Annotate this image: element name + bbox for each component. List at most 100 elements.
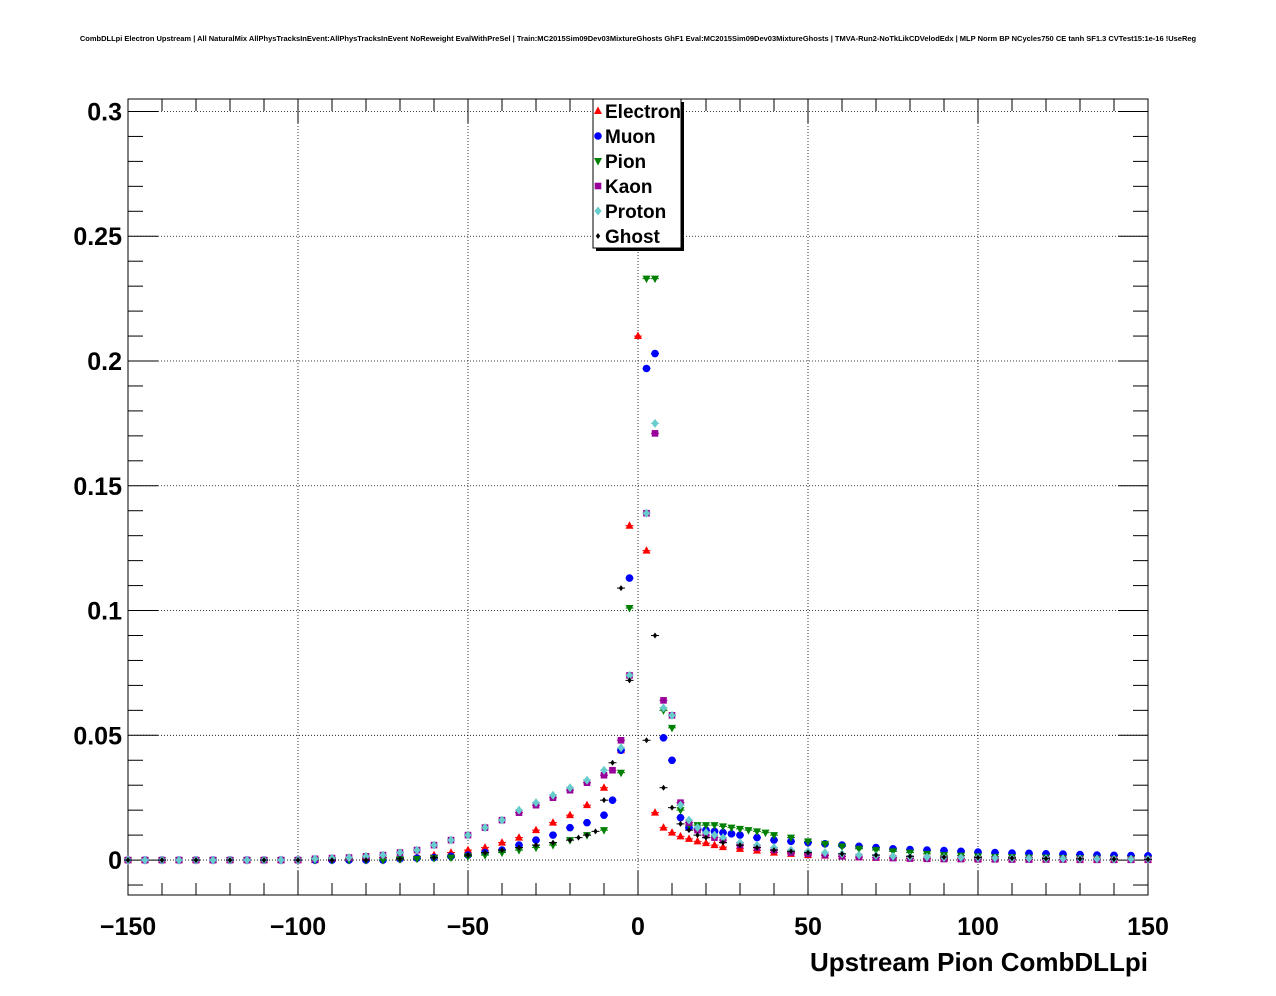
data-point (625, 574, 634, 582)
data-point (516, 844, 522, 851)
data-point (839, 850, 845, 857)
series-ghost (124, 585, 1152, 864)
data-point (295, 857, 301, 864)
data-point (659, 823, 668, 831)
data-point (243, 855, 251, 865)
data-point (1127, 854, 1135, 864)
legend-label-muon: Muon (605, 127, 656, 148)
data-point (626, 670, 633, 680)
data-point (702, 822, 710, 830)
data-point (481, 852, 489, 860)
data-point (761, 829, 770, 838)
data-point (125, 857, 131, 864)
data-point (584, 832, 590, 839)
data-point (644, 737, 649, 744)
data-point (753, 833, 761, 842)
data-point (651, 808, 659, 816)
data-point (685, 834, 693, 842)
data-point (727, 824, 736, 833)
data-point (209, 855, 217, 865)
data-series (124, 275, 1152, 865)
data-point (617, 769, 625, 778)
legend-label-pion: Pion (605, 152, 646, 173)
legend: Electron Muon Pion Kaon Proton Ghost (592, 98, 684, 251)
data-point (661, 784, 666, 791)
data-point (379, 850, 387, 860)
data-point (737, 842, 743, 849)
data-point (345, 853, 353, 863)
data-point (668, 724, 676, 733)
x-tick-label: 150 (1127, 913, 1169, 941)
legend-marker-pion (594, 158, 602, 166)
data-point (481, 823, 489, 833)
data-point (634, 331, 642, 340)
data-point (1009, 855, 1015, 862)
data-point (397, 855, 403, 862)
data-point (651, 275, 659, 284)
data-point (566, 823, 574, 832)
data-point (1145, 856, 1151, 863)
data-point (788, 848, 794, 855)
data-point (642, 546, 651, 554)
data-point (805, 849, 811, 856)
data-point (804, 838, 812, 846)
data-point (549, 790, 557, 800)
data-point (227, 857, 233, 864)
data-point (651, 349, 659, 358)
data-point (600, 811, 608, 819)
data-point (311, 854, 319, 864)
data-point (1111, 856, 1117, 863)
data-point (651, 430, 659, 437)
data-point (550, 839, 556, 846)
data-point (873, 852, 879, 859)
data-point (515, 847, 523, 855)
x-tick-label: 50 (794, 913, 822, 941)
data-point (363, 857, 369, 864)
data-point (975, 854, 981, 861)
legend-label-proton: Proton (605, 202, 666, 223)
data-point (447, 835, 455, 845)
data-point (686, 827, 692, 834)
x-tick-label: −50 (447, 913, 489, 941)
data-point (618, 585, 624, 592)
data-point (711, 830, 718, 840)
data-point (549, 818, 557, 826)
y-tick-label: 0.2 (87, 348, 122, 376)
legend-marker-kaon (594, 182, 602, 190)
data-point (719, 828, 727, 837)
data-point (362, 851, 370, 861)
y-tick-label: 0.15 (73, 473, 122, 501)
data-point (643, 508, 650, 518)
data-point (277, 855, 285, 865)
data-point (498, 849, 506, 858)
legend-label-ghost: Ghost (605, 227, 661, 248)
data-point (566, 783, 574, 793)
data-point (771, 847, 777, 854)
x-tick-label: −100 (270, 913, 326, 941)
data-point (694, 823, 701, 833)
data-point (549, 831, 557, 839)
data-point (625, 605, 634, 613)
data-point (600, 827, 608, 835)
data-point (821, 848, 829, 858)
data-point (193, 857, 199, 864)
x-tick-label: 100 (957, 913, 999, 941)
data-point (593, 828, 598, 835)
y-tick-label: 0.3 (87, 98, 122, 126)
data-point (685, 815, 693, 825)
legend-marker-proton (594, 206, 602, 216)
data-point (609, 766, 616, 774)
data-point (889, 851, 897, 861)
data-point (532, 798, 540, 808)
data-point (583, 775, 591, 785)
data-point (872, 847, 880, 855)
data-point (627, 677, 632, 684)
data-point (838, 843, 846, 851)
data-point (175, 855, 183, 865)
data-point (907, 853, 913, 860)
data-point (669, 804, 675, 811)
data-point (499, 847, 505, 854)
data-point (601, 797, 607, 804)
data-point (668, 710, 676, 720)
